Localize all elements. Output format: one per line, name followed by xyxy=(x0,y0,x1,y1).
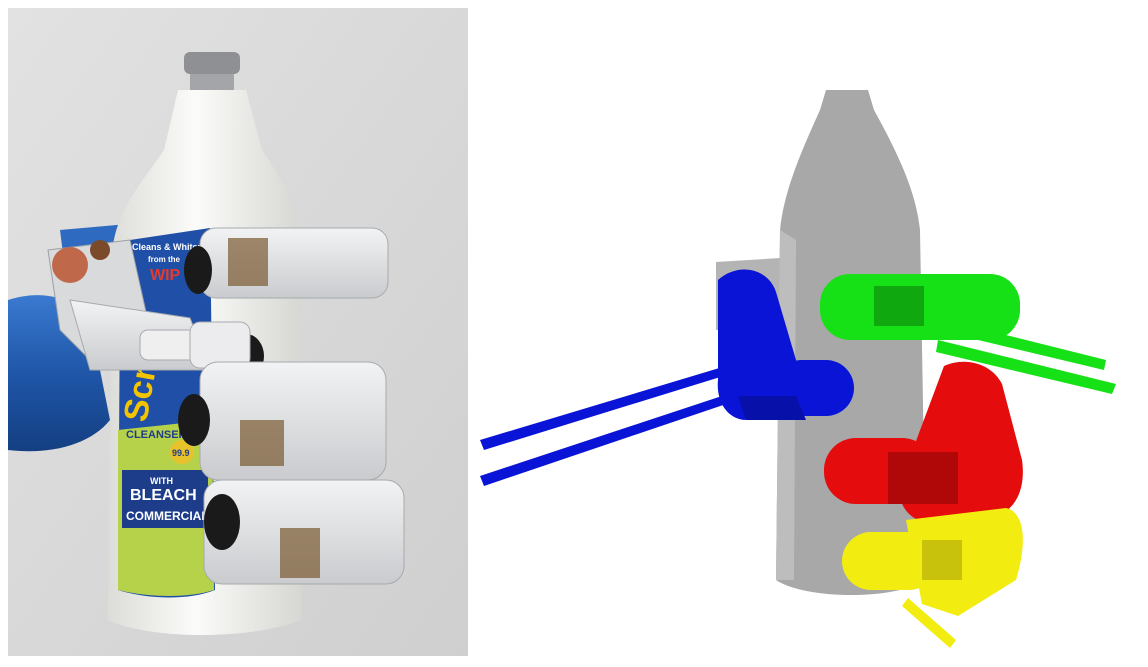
svg-text:from the: from the xyxy=(148,255,181,264)
svg-text:WITH: WITH xyxy=(150,476,173,486)
photo-panel: Cleans & Whitens from the WIP Scrub CLEA… xyxy=(0,0,476,667)
render-thumb xyxy=(480,269,854,486)
render-ring xyxy=(842,508,1023,648)
render-middle xyxy=(824,361,1023,524)
svg-text:CLEANSER: CLEANSER xyxy=(126,429,187,441)
bottle-cap xyxy=(184,52,240,74)
photo-finger-3 xyxy=(203,479,405,585)
render-index xyxy=(820,274,1116,394)
render-illustration xyxy=(480,90,1116,648)
render-panel xyxy=(476,0,1148,667)
photo-thumb xyxy=(69,299,264,378)
photo-finger-2 xyxy=(178,361,387,481)
photo-illustration: Cleans & Whitens from the WIP Scrub CLEA… xyxy=(8,8,468,656)
svg-text:Cleans & Whitens: Cleans & Whitens xyxy=(132,242,208,252)
photo-finger-1 xyxy=(184,227,389,299)
svg-text:COMMERCIAL: COMMERCIAL xyxy=(126,509,209,523)
robot-fingers xyxy=(69,227,405,585)
svg-text:99.9: 99.9 xyxy=(172,448,190,458)
svg-text:WIP: WIP xyxy=(150,267,181,284)
svg-text:BLEACH: BLEACH xyxy=(130,487,197,504)
